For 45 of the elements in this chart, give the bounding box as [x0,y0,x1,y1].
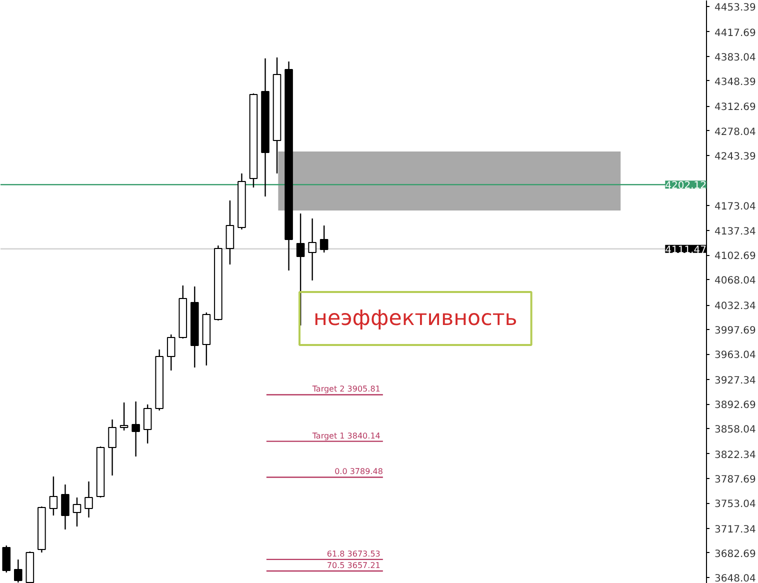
candlestick [2,544,11,574]
y-tick-label: 4383.04 [714,52,756,64]
y-tick-label: 4102.69 [714,251,756,262]
y-tick-label: 4243.39 [714,151,756,162]
candlestick [143,404,152,444]
y-tick-label: 4348.39 [714,76,756,88]
candlestick [14,558,22,583]
y-tick-label: 3997.69 [714,326,756,337]
candlestick [61,484,70,530]
y-tick-label: 3927.34 [714,375,756,386]
candlestick [226,200,234,266]
y-tick-label: 4417.69 [714,28,756,39]
candlestick [72,496,82,528]
y-tick-label: 4312.69 [714,102,756,114]
ref-line-label: 70.5 3657.21 [326,561,380,570]
ref-line-label: 0.0 3789.48 [334,467,383,476]
ref-line-label: Target 1 3840.14 [311,431,380,440]
y-tick-label: 4278.04 [714,126,756,138]
annotation: неэффективность [314,306,518,331]
y-tick-label: 3717.34 [714,524,756,536]
y-tick-label: 4173.04 [714,201,756,212]
y-tick-label: 3787.69 [714,474,756,486]
y-tick-label: 3892.69 [714,400,756,412]
y-tick-label: 3858.04 [714,424,756,436]
candlestick [320,224,328,254]
candlestick [49,476,58,516]
ref-line-label: 61.8 3673.53 [326,549,380,558]
candlestick [308,218,316,282]
ref-line-label: 4111.47 [665,244,707,256]
y-tick-label: 4068.04 [714,276,756,287]
candlestick [296,212,305,326]
candlestick [84,480,93,518]
y-tick-label: 3682.69 [714,548,756,560]
candlestick [166,334,176,372]
candlestick [108,418,116,476]
y-tick-label: 3648.04 [714,574,756,583]
y-tick-label: 3963.04 [714,350,756,362]
candlestick [120,402,128,432]
y-tick-label: 4453.39 [714,2,756,14]
y-tick-label: 3753.04 [714,499,756,510]
candlestick [132,400,140,458]
y-tick-label: 3822.34 [714,450,756,461]
y-tick-label: 4032.34 [714,301,756,312]
ref-line-label: Target 2 3905.81 [311,384,380,394]
y-tick-label: 4137.34 [714,226,756,238]
